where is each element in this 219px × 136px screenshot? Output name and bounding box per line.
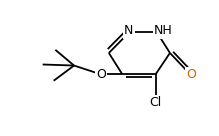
Text: O: O	[96, 68, 106, 81]
Text: Cl: Cl	[149, 96, 162, 109]
Text: O: O	[187, 68, 197, 81]
Text: N: N	[124, 24, 134, 37]
Text: NH: NH	[154, 24, 173, 37]
